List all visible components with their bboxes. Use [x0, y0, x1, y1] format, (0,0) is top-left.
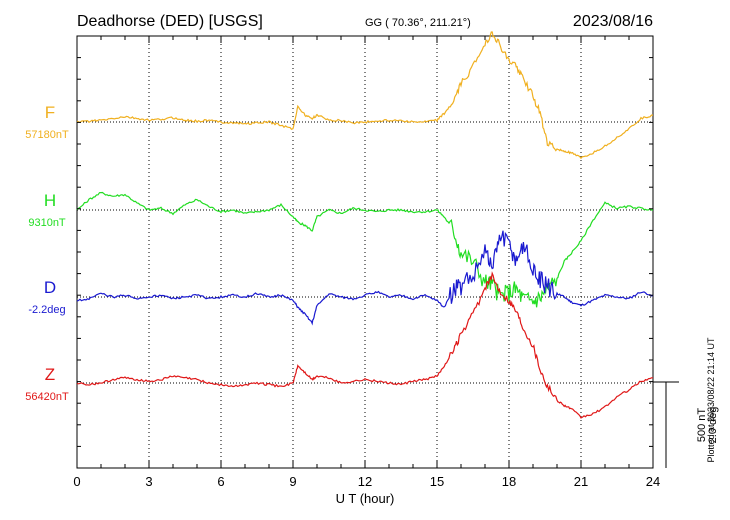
grid	[148, 36, 582, 468]
x-tick-label-21: 21	[574, 474, 588, 489]
x-tick-label-18: 18	[502, 474, 516, 489]
x-tick-label-12: 12	[358, 474, 372, 489]
series-line-H	[76, 191, 653, 308]
plotted-at: Plotted at 2023/08/22 21:14 UT	[706, 337, 716, 463]
scale-amplitude: 500 nT	[696, 408, 708, 443]
series-baseline-F: 57180nT	[25, 129, 69, 141]
station-coords: GG ( 70.36°, 211.21°)	[365, 17, 471, 29]
x-tick-label-3: 3	[145, 474, 152, 489]
chart-date: 2023/08/16	[573, 13, 653, 30]
x-tick-label-0: 0	[73, 474, 80, 489]
x-axis-title: U T (hour)	[336, 491, 395, 506]
series-group	[76, 31, 654, 419]
x-tick-label-24: 24	[646, 474, 660, 489]
series-baseline-H: 9310nT	[28, 217, 66, 229]
scale-bar: 500 nT 2.0 deg	[653, 381, 719, 468]
series-baseline-D: -2.2deg	[28, 304, 65, 316]
series-name-H: H	[44, 191, 56, 210]
x-tick-label-9: 9	[289, 474, 296, 489]
x-tick-label-15: 15	[430, 474, 444, 489]
series-name-Z: Z	[45, 365, 55, 384]
series-name-D: D	[44, 278, 56, 297]
series-line-Z	[76, 271, 653, 419]
x-axis: 0 3 6 9 12 15 18 21 24	[73, 36, 660, 489]
series-name-F: F	[45, 103, 55, 122]
x-tick-label-6: 6	[217, 474, 224, 489]
scale-angle: 2.0 deg	[707, 407, 719, 444]
series-line-D	[76, 230, 654, 326]
station-title: Deadhorse (DED) [USGS]	[77, 13, 263, 30]
series-line-F	[76, 31, 653, 160]
series-baseline-Z: 56420nT	[25, 391, 69, 403]
series-labels: F 57180nT H 9310nT D -2.2deg Z 56420nT	[25, 103, 69, 403]
